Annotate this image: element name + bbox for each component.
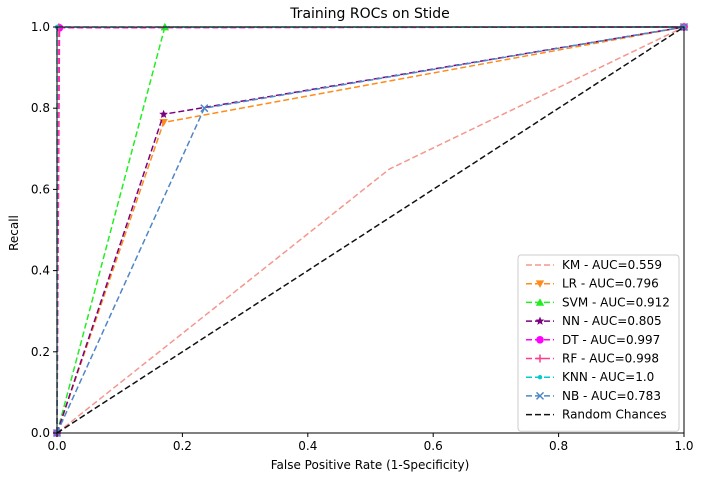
legend-label: KM - AUC=0.559 <box>562 258 662 272</box>
legend-entry-rf-auc-0-998: RF - AUC=0.998 <box>526 352 659 366</box>
legend: KM - AUC=0.559 LR - AUC=0.796 SVM - AUC=0.… <box>517 254 680 432</box>
legend-entry-knn-auc-1-0: KNN - AUC=1.0 <box>526 370 654 384</box>
legend-label: NN - AUC=0.805 <box>562 314 662 328</box>
legend-entry-svm-auc-0-912: SVM - AUC=0.912 <box>526 295 670 309</box>
series-line-km-auc-0-559 <box>56 26 685 434</box>
legend-marker <box>537 375 543 380</box>
x-tick-label: 0.6 <box>424 439 443 453</box>
y-tick-label: 0.0 <box>31 426 50 440</box>
legend-marker <box>535 298 545 306</box>
series-line-random-chances <box>56 26 685 434</box>
legend-entry-dt-auc-0-997: DT - AUC=0.997 <box>526 333 660 347</box>
plot-frame <box>56 26 685 434</box>
y-tick-label: 1.0 <box>31 20 50 34</box>
legend-entry-random-chances: Random Chances <box>526 408 667 422</box>
y-tick-label: 0.8 <box>31 101 50 115</box>
y-axis-label: Recall <box>7 215 21 251</box>
legend-label: SVM - AUC=0.912 <box>562 295 670 309</box>
x-axis-label: False Positive Rate (1-Specificity) <box>271 458 470 472</box>
legend-label: RF - AUC=0.998 <box>562 352 659 366</box>
chart-title: Training ROCs on Stide <box>289 6 450 22</box>
legend-marker <box>536 354 544 363</box>
legend-entry-lr-auc-0-796: LR - AUC=0.796 <box>526 277 659 291</box>
x-tick-label: 0.2 <box>173 439 192 453</box>
legend-label: DT - AUC=0.997 <box>562 333 660 347</box>
series-random-chances <box>56 26 685 434</box>
axes-layer: 0.0 0.2 0.4 0.6 0.8 1.0 0.0 0.2 0.4 0.6 0.8 1.0 <box>31 20 694 453</box>
legend-marker <box>535 316 545 325</box>
legend-label: LR - AUC=0.796 <box>562 277 659 291</box>
legend-entry-nb-auc-0-783: NB - AUC=0.783 <box>526 389 661 403</box>
x-tick-label: 0.4 <box>298 439 317 453</box>
y-tick-label: 0.4 <box>31 264 50 278</box>
legend-label: KNN - AUC=1.0 <box>562 370 654 384</box>
x-tick-label: 0.8 <box>549 439 568 453</box>
legend-label: NB - AUC=0.783 <box>562 389 661 403</box>
x-tick-label: 1.0 <box>674 439 693 453</box>
series-km-auc-0-559 <box>56 26 685 434</box>
y-tick-label: 0.2 <box>31 345 50 359</box>
legend-marker <box>535 280 545 288</box>
legend-entry-km-auc-0-559: KM - AUC=0.559 <box>526 258 662 272</box>
legend-marker <box>535 391 545 400</box>
legend-entry-nn-auc-0-805: NN - AUC=0.805 <box>526 314 662 328</box>
data-point-nn-auc-0-805 <box>159 109 168 119</box>
legend-marker <box>536 336 544 344</box>
legend-box <box>517 254 680 432</box>
legend-label: Random Chances <box>562 408 667 422</box>
x-tick-label: 0.0 <box>47 439 66 453</box>
y-tick-label: 0.6 <box>31 182 50 196</box>
data-point-nb-auc-0-783 <box>200 104 209 113</box>
